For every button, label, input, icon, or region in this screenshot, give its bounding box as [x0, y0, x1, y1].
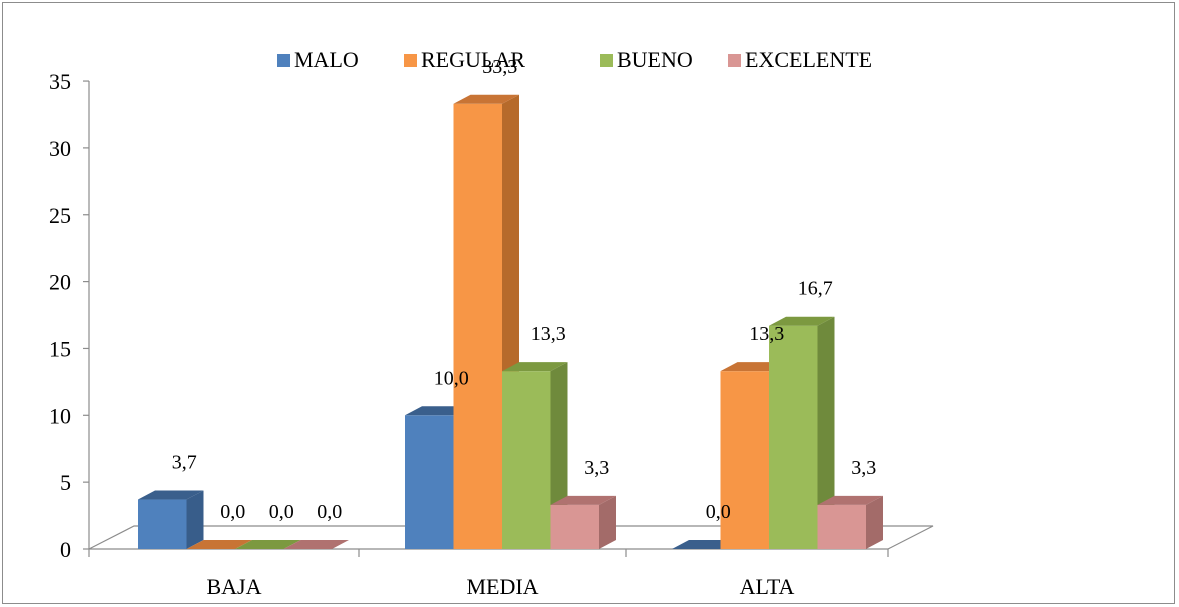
bar-top	[235, 540, 301, 549]
y-tick-label: 30	[49, 136, 71, 161]
axes: 0 5 10 15 20 25 30 35 BAJA MEDIA ALTA	[49, 69, 934, 599]
data-label: 16,7	[798, 278, 833, 300]
bar-side	[599, 495, 616, 549]
y-tick-label: 20	[49, 270, 71, 295]
data-label: 0,0	[317, 501, 342, 523]
bar-front	[138, 499, 187, 549]
bar-top	[769, 316, 835, 326]
y-tick-label: 5	[60, 470, 71, 495]
bar-chart-3d: 0 5 10 15 20 25 30 35 BAJA MEDIA ALTA 3,7 10,0 0,0 0,…	[49, 47, 934, 599]
data-label: 0,0	[706, 501, 731, 523]
data-label: 10,0	[434, 367, 469, 389]
data-labels: 3,7 10,0 0,0 0,0 33,3 13,3 0,0 13,3 16,7 0,0 3,3 3,…	[172, 56, 877, 523]
bar-top	[138, 490, 204, 500]
data-label: 3,7	[172, 452, 197, 474]
legend-label: BUENO	[617, 47, 693, 72]
legend-swatch	[600, 54, 613, 67]
x-tick-label: BAJA	[206, 574, 261, 599]
legend: MALO REGULAR BUENO EXCELENTE	[277, 47, 872, 72]
bar-front	[550, 504, 599, 549]
data-label: 3,3	[584, 457, 609, 479]
y-tick-label: 25	[49, 203, 71, 228]
bar-side	[186, 490, 204, 549]
chart-floor	[88, 525, 934, 550]
data-label: 0,0	[269, 501, 294, 523]
y-tick-label: 0	[60, 537, 71, 562]
y-tick-label: 15	[49, 336, 71, 361]
bar-side	[817, 316, 835, 549]
y-tick-label: 10	[49, 403, 71, 428]
bar-top	[817, 495, 883, 505]
legend-label: REGULAR	[421, 47, 525, 72]
data-label: 33,3	[482, 56, 517, 78]
legend-swatch	[404, 54, 417, 67]
legend-swatch	[728, 54, 741, 67]
data-label: 3,3	[851, 457, 876, 479]
bar-front	[769, 325, 818, 549]
data-label: 13,3	[749, 323, 784, 345]
data-label: 0,0	[220, 501, 245, 523]
bar-top	[283, 540, 349, 549]
y-tick-label: 35	[49, 69, 71, 94]
bar-front	[720, 371, 769, 549]
bar-top	[550, 495, 616, 505]
data-label: 13,3	[531, 323, 566, 345]
legend-label: EXCELENTE	[745, 47, 872, 72]
bar-front	[453, 103, 502, 550]
bar-top	[502, 362, 568, 372]
legend-swatch	[277, 54, 290, 67]
bar-top	[453, 94, 519, 104]
x-tick-label: ALTA	[740, 574, 795, 599]
legend-label: MALO	[294, 47, 359, 72]
bar-front	[405, 415, 454, 549]
bar-top	[186, 540, 252, 549]
bars	[138, 94, 883, 550]
x-tick-label: MEDIA	[466, 574, 538, 599]
bar-front	[817, 504, 866, 549]
bar-side	[866, 495, 883, 549]
bar-front	[502, 371, 551, 549]
